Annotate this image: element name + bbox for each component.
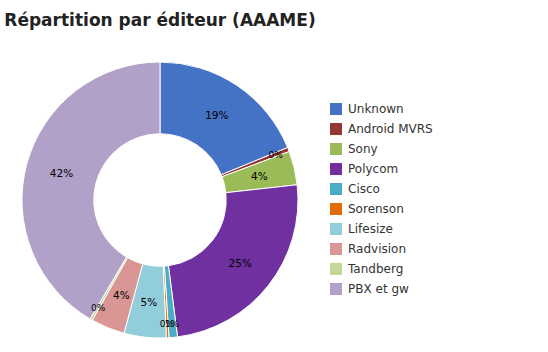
legend-label: Sorenson (348, 202, 404, 216)
legend-label: Tandberg (347, 262, 403, 276)
legend-label: Sony (348, 142, 378, 156)
legend-label: PBX et gw (348, 282, 409, 296)
data-label: 0% (160, 319, 175, 329)
legend-swatch (330, 143, 342, 155)
legend-label: Radvision (348, 242, 406, 256)
donut (22, 62, 298, 338)
donut-slice (168, 185, 298, 337)
donut-slice (160, 62, 288, 175)
legend-swatch (330, 203, 342, 215)
legend-label: Polycom (348, 162, 398, 176)
legend-label: Cisco (348, 182, 380, 196)
legend-swatch (330, 183, 342, 195)
legend-swatch (330, 123, 342, 135)
data-label: 19% (205, 109, 228, 121)
legend-label: Unknown (348, 102, 404, 116)
data-label: 5% (141, 296, 158, 308)
legend-swatch (330, 243, 342, 255)
legend-label: Android MVRS (348, 122, 433, 136)
legend-swatch (330, 263, 342, 275)
chart-title: Répartition par éditeur (AAAME) (4, 10, 315, 30)
data-label: 4% (113, 289, 130, 301)
data-label: 0% (268, 150, 283, 160)
data-label: 0% (91, 303, 106, 313)
donut-slice (22, 62, 160, 319)
legend-swatch (330, 283, 342, 295)
data-labels: 19%0%4%25%1%0%5%4%0%42% (50, 109, 283, 329)
legend-label: Lifesize (348, 222, 393, 236)
chart-svg: Répartition par éditeur (AAAME)19%0%4%25… (0, 0, 548, 352)
legend-swatch (330, 103, 342, 115)
data-label: 42% (50, 167, 73, 179)
data-label: 4% (251, 170, 268, 182)
legend: Unknown Android MVRS Sony Polycom Cisco Soren… (330, 102, 433, 296)
data-label: 25% (229, 257, 252, 269)
chart-container: Répartition par éditeur (AAAME)19%0%4%25… (0, 0, 548, 352)
legend-swatch (330, 163, 342, 175)
legend-swatch (330, 223, 342, 235)
